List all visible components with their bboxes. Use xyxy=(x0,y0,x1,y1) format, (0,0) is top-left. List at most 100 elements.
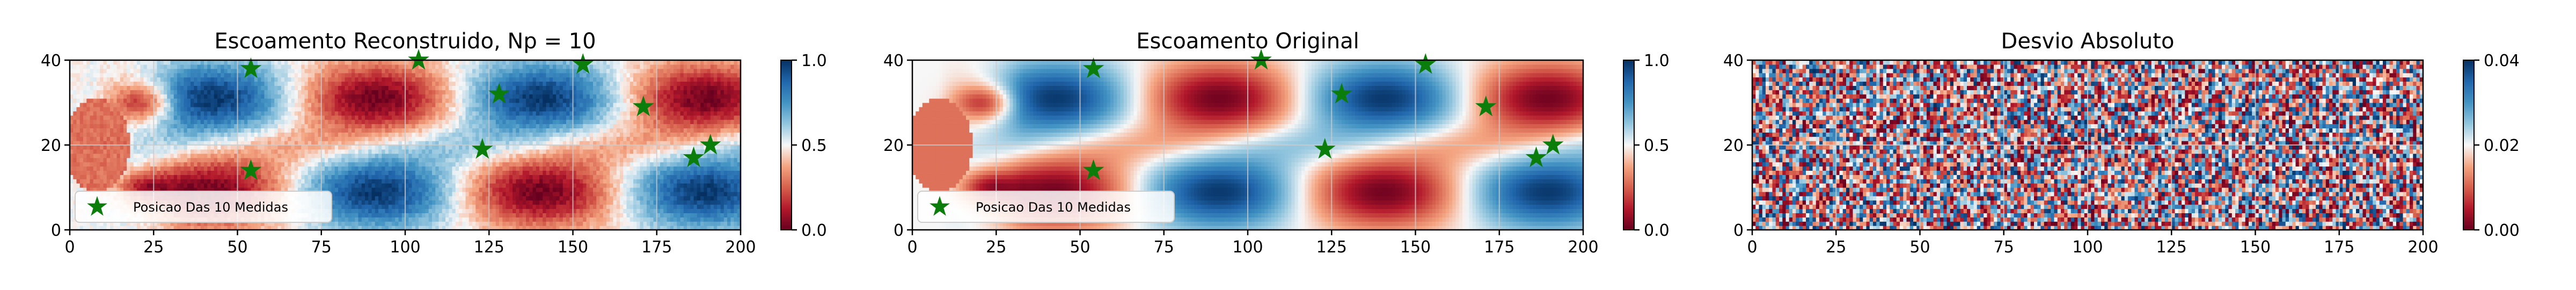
heatmap-cell xyxy=(271,149,275,154)
heatmap-cell xyxy=(677,162,681,167)
heatmap-cell xyxy=(683,208,687,213)
heatmap-cell xyxy=(643,157,647,163)
heatmap-cell xyxy=(452,175,456,179)
heatmap-cell xyxy=(704,221,708,226)
heatmap-cell xyxy=(636,149,641,154)
heatmap-cell xyxy=(633,175,637,179)
heatmap-cell xyxy=(670,166,674,171)
heatmap-cell xyxy=(737,213,741,218)
heatmap-cell xyxy=(506,128,510,133)
heatmap-cell xyxy=(700,128,704,133)
heatmap-cell xyxy=(207,136,211,141)
heatmap-cell xyxy=(110,183,114,188)
heatmap-cell xyxy=(388,208,392,213)
heatmap-cell xyxy=(727,132,731,137)
heatmap-cell xyxy=(667,162,671,167)
heatmap-cell xyxy=(334,213,339,218)
heatmap-cell xyxy=(707,183,711,188)
heatmap-cell xyxy=(200,162,204,167)
heatmap-cell xyxy=(723,221,728,226)
heatmap-cell xyxy=(284,166,288,171)
heatmap-cell xyxy=(153,124,158,128)
heatmap-cell xyxy=(683,226,687,230)
heatmap-cell xyxy=(254,179,258,184)
heatmap-cell xyxy=(596,179,601,184)
heatmap-cell xyxy=(157,166,161,171)
heatmap-cell xyxy=(455,213,459,218)
heatmap-cell xyxy=(737,170,741,175)
heatmap-cell xyxy=(217,149,221,154)
heatmap-cell xyxy=(90,145,94,150)
heatmap-cell xyxy=(325,136,328,141)
heatmap-cell xyxy=(237,141,241,146)
heatmap-cell xyxy=(690,208,694,213)
heatmap-cell xyxy=(345,145,349,150)
heatmap-cell xyxy=(200,149,204,154)
heatmap-cell xyxy=(341,136,346,141)
heatmap-cell xyxy=(298,124,302,128)
heatmap-cell xyxy=(670,217,674,222)
heatmap-cell xyxy=(526,208,530,213)
heatmap-cell xyxy=(543,195,547,201)
heatmap-cell xyxy=(445,217,449,222)
heatmap-cell xyxy=(170,221,174,226)
heatmap-cell xyxy=(714,136,718,141)
heatmap-cell xyxy=(331,145,335,150)
heatmap-cell xyxy=(640,213,644,218)
heatmap-cell xyxy=(495,128,500,133)
heatmap-cell xyxy=(221,157,225,163)
heatmap-cell xyxy=(358,213,362,218)
heatmap-cell xyxy=(730,183,735,188)
heatmap-cell xyxy=(184,157,188,163)
heatmap-cell xyxy=(596,170,601,175)
heatmap-cell xyxy=(449,132,453,137)
heatmap-cell xyxy=(562,195,567,201)
heatmap-cell xyxy=(613,183,617,188)
heatmap-cell xyxy=(472,128,476,133)
heatmap-cell xyxy=(720,157,724,163)
heatmap-cell xyxy=(717,179,721,184)
heatmap-cell xyxy=(486,175,489,179)
heatmap-cell xyxy=(291,141,295,146)
heatmap-cell xyxy=(693,166,698,171)
heatmap-cell xyxy=(616,221,620,226)
heatmap-cell xyxy=(586,179,590,184)
heatmap-cell xyxy=(247,149,252,154)
heatmap-cell xyxy=(469,124,473,128)
heatmap-cell xyxy=(693,149,698,154)
heatmap-cell xyxy=(294,136,298,141)
heatmap-cell xyxy=(425,136,429,141)
heatmap-cell xyxy=(690,226,694,230)
heatmap-cell xyxy=(576,221,580,226)
heatmap-cell xyxy=(663,136,668,141)
heatmap-cell xyxy=(301,221,305,226)
heatmap-cell xyxy=(532,183,537,188)
heatmap-cell xyxy=(700,175,704,179)
heatmap-cell xyxy=(251,183,255,188)
heatmap-cell xyxy=(368,200,372,205)
heatmap-cell xyxy=(667,175,671,179)
heatmap-cell xyxy=(630,175,634,179)
heatmap-cell xyxy=(677,166,681,171)
heatmap-cell xyxy=(103,149,107,154)
heatmap-cell xyxy=(663,128,668,133)
heatmap-cell xyxy=(650,179,654,184)
heatmap-cell xyxy=(653,208,657,213)
heatmap-cell xyxy=(90,132,94,137)
heatmap-cell xyxy=(70,153,74,158)
heatmap-cell xyxy=(532,132,537,137)
heatmap-cell xyxy=(710,191,714,197)
heatmap-cell xyxy=(737,208,741,213)
heatmap-cell xyxy=(449,162,453,167)
heatmap-cell xyxy=(251,145,255,150)
heatmap-cell xyxy=(231,175,235,179)
heatmap-cell xyxy=(382,145,386,150)
heatmap-cell xyxy=(543,187,547,192)
heatmap-cell xyxy=(258,221,261,226)
heatmap-cell xyxy=(137,179,141,184)
heatmap-cell xyxy=(258,136,261,141)
heatmap-cell xyxy=(455,175,459,179)
heatmap-cell xyxy=(704,157,708,163)
heatmap-cell xyxy=(580,162,583,167)
heatmap-cell xyxy=(214,149,218,154)
